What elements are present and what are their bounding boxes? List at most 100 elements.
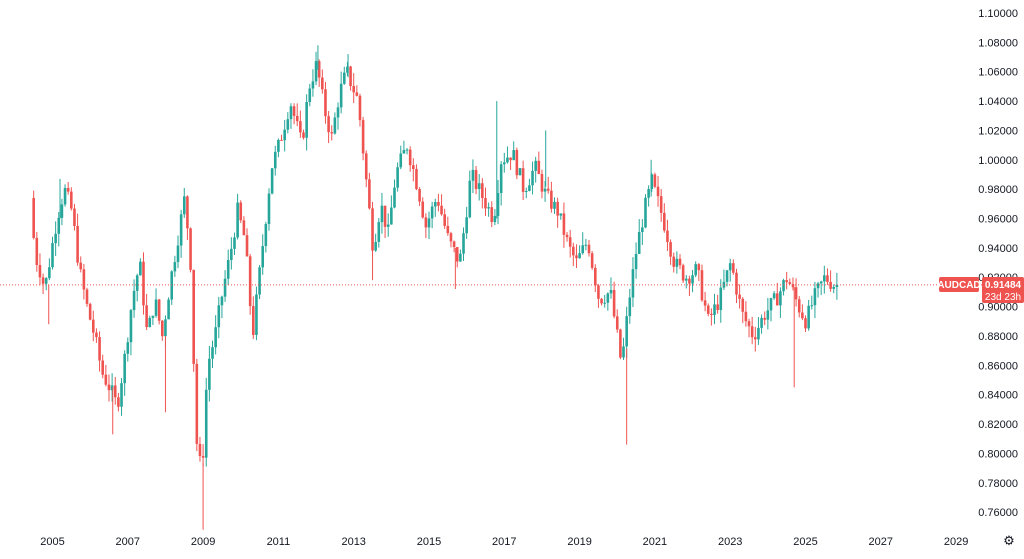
- price-tick-label: 0.80000: [978, 448, 1018, 460]
- candle-down: [700, 270, 704, 301]
- candle-down: [38, 264, 42, 278]
- candle-down: [361, 120, 365, 154]
- candle-up: [769, 298, 773, 311]
- price-axis[interactable]: 0.76000 0.78000 0.80000 0.82000 0.84000 0.860…: [978, 8, 1018, 519]
- candle-up: [578, 253, 581, 259]
- candle-up: [396, 167, 399, 188]
- candle-down: [615, 316, 619, 330]
- candle-down: [437, 202, 440, 206]
- candle-down: [484, 198, 487, 209]
- candle-up: [305, 102, 308, 138]
- candle-down: [383, 205, 387, 227]
- time-axis[interactable]: 2005 2007 2009 2011 2013 2015 2017 2019 2021 2023…: [40, 536, 968, 548]
- candle-up: [512, 150, 516, 161]
- candle-down: [490, 207, 494, 223]
- candle-up: [57, 217, 61, 234]
- candle-up: [650, 174, 654, 190]
- candle-up: [606, 293, 610, 303]
- candle-down: [104, 374, 108, 385]
- candle-down: [192, 269, 195, 364]
- candle-up: [123, 353, 126, 384]
- candle-up: [273, 151, 277, 169]
- candle-up: [757, 327, 760, 340]
- candle-up: [167, 299, 170, 320]
- candle-up: [154, 299, 158, 316]
- candle-up: [835, 284, 839, 288]
- candle-up: [289, 106, 293, 120]
- candle-down: [826, 275, 829, 282]
- candle-down: [747, 321, 751, 327]
- candle-up: [499, 164, 503, 194]
- candle-up: [459, 253, 462, 262]
- candle-up: [644, 197, 647, 228]
- price-tick-label: 0.78000: [978, 478, 1018, 490]
- price-tick-label: 1.02000: [978, 125, 1018, 137]
- candle-down: [741, 298, 745, 312]
- candle-up: [622, 346, 625, 358]
- candle-up: [226, 259, 230, 279]
- candle-up: [609, 290, 613, 294]
- candle-up: [719, 287, 723, 311]
- candle-down: [804, 318, 807, 329]
- candle-down: [666, 230, 669, 243]
- candle-up: [135, 275, 139, 291]
- candle-up: [760, 317, 763, 328]
- candle-up: [126, 342, 130, 354]
- candle-up: [581, 245, 585, 254]
- candle-up: [63, 187, 67, 205]
- candle-up: [182, 196, 186, 215]
- candle-up: [390, 207, 393, 225]
- candle-up: [220, 296, 224, 306]
- candle-down: [688, 278, 691, 284]
- candle-up: [725, 270, 729, 282]
- candle-up: [518, 168, 522, 176]
- candle-up: [267, 193, 271, 224]
- candle-down: [794, 287, 798, 300]
- candle-up: [339, 83, 343, 108]
- candle-up: [772, 293, 776, 299]
- candle-up: [311, 81, 315, 89]
- candle-down: [101, 360, 104, 375]
- price-tick-label: 0.76000: [978, 507, 1018, 519]
- candle-down: [681, 265, 685, 281]
- candle-down: [317, 61, 321, 78]
- settings-gear-icon[interactable]: ⚙: [1003, 533, 1015, 548]
- candle-up: [173, 262, 177, 272]
- candle-up: [813, 288, 817, 306]
- candle-down: [481, 183, 484, 199]
- price-tick-label: 0.82000: [978, 419, 1018, 431]
- candle-up: [807, 305, 810, 329]
- candle-up: [258, 267, 261, 295]
- candle-up: [477, 183, 481, 190]
- candle-up: [170, 271, 174, 300]
- candle-up: [468, 180, 472, 218]
- candle-up: [399, 153, 403, 168]
- candle-up: [631, 269, 635, 298]
- time-tick-label: 2017: [492, 536, 516, 548]
- candle-up: [713, 304, 716, 315]
- candle-up: [374, 241, 377, 251]
- candle-down: [98, 337, 101, 361]
- candle-down: [590, 253, 594, 268]
- candle-up: [684, 278, 688, 281]
- candle-down: [775, 293, 779, 306]
- candle-up: [782, 280, 785, 292]
- candle-up: [255, 294, 258, 335]
- candle-down: [575, 255, 578, 259]
- candle-up: [164, 319, 167, 337]
- candle-down: [537, 160, 541, 175]
- candle-down: [653, 174, 657, 187]
- time-tick-label: 2023: [718, 536, 742, 548]
- candle-down: [88, 303, 92, 320]
- candle-up: [405, 149, 409, 151]
- candle-up: [333, 117, 337, 134]
- candle-up: [625, 316, 628, 347]
- candle-up: [386, 224, 390, 227]
- candle-down: [732, 263, 735, 273]
- candle-down: [189, 228, 192, 270]
- candle-down: [117, 397, 120, 407]
- candle-up: [553, 201, 556, 209]
- candle-down: [540, 174, 544, 192]
